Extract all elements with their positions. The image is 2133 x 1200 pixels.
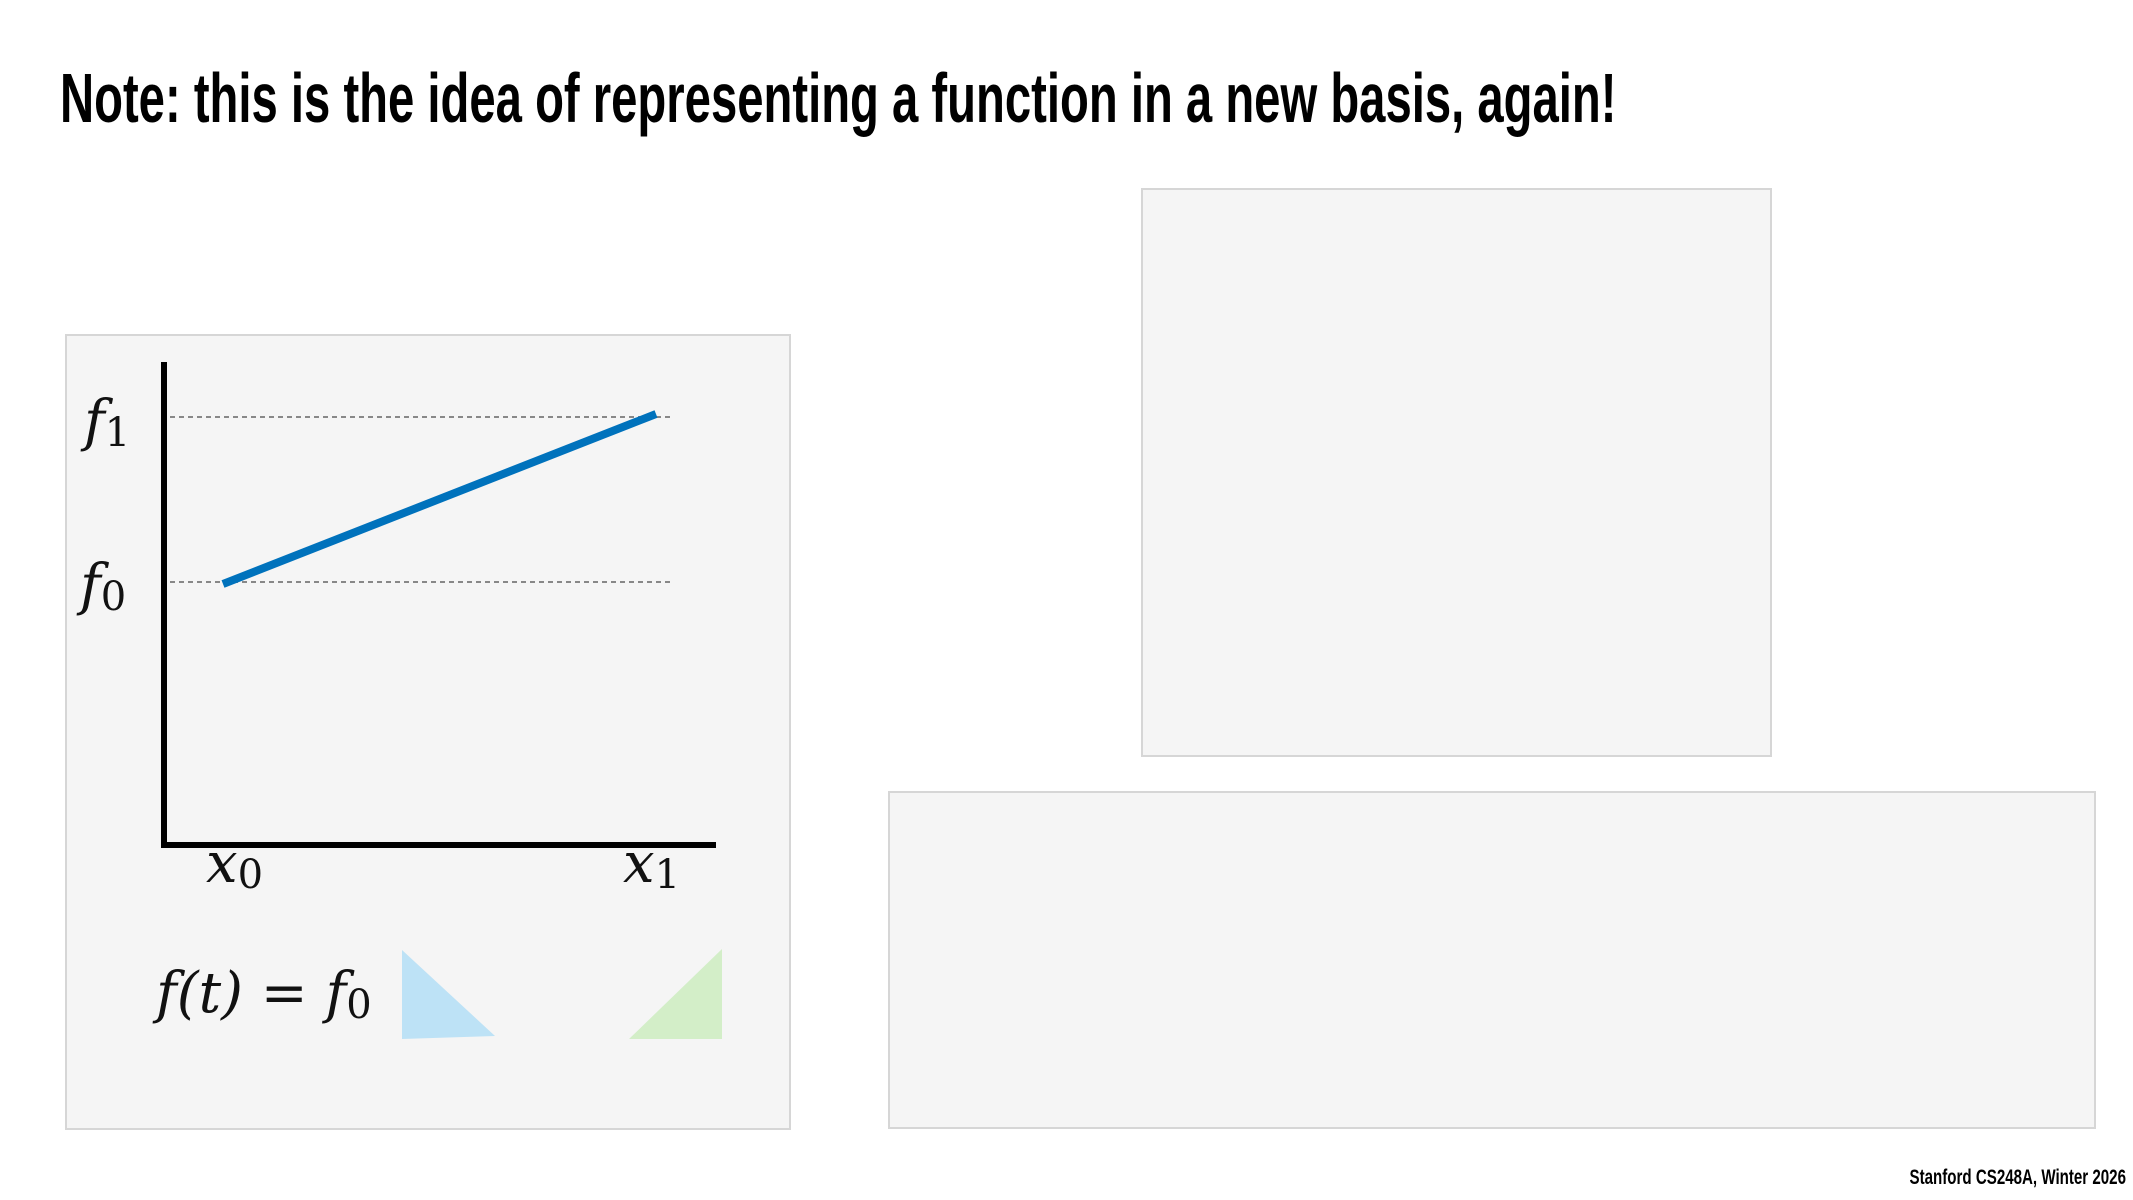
footer-course-label: Stanford CS248A, Winter 2026 — [1910, 1164, 2126, 1188]
x-label-x1: x1 — [623, 831, 680, 898]
interpolated-line — [221, 410, 658, 588]
slide-title: Note: this is the idea of representing a… — [60, 59, 1616, 138]
y-label-f1: f1 — [80, 389, 130, 456]
falling-basis-triangle — [402, 950, 495, 1039]
top-right-panel — [1141, 188, 1772, 757]
formula: f(t) = f0 — [152, 961, 372, 1028]
bottom-right-panel — [888, 791, 2096, 1129]
x-label-x0: x0 — [206, 831, 263, 898]
rising-basis-triangle — [629, 949, 722, 1039]
